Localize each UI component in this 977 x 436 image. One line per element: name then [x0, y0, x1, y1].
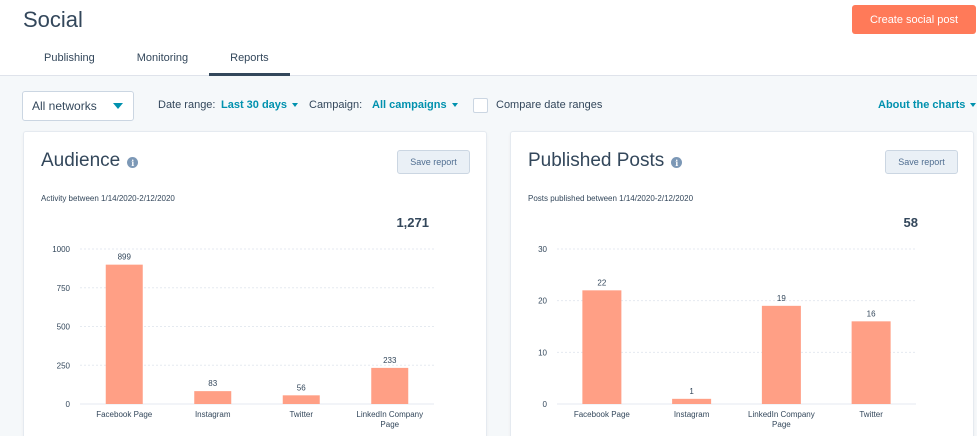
bar	[371, 367, 409, 404]
published-posts-subtitle: Posts published between 1/14/2020-2/12/2…	[528, 194, 694, 203]
bar	[105, 264, 143, 404]
bar	[672, 398, 712, 404]
y-tick-label: 20	[538, 297, 547, 306]
tab-bar: Publishing Monitoring Reports	[23, 42, 290, 76]
campaign-dropdown[interactable]: All campaigns	[372, 99, 458, 111]
tab-monitoring[interactable]: Monitoring	[136, 52, 189, 64]
tab-publishing[interactable]: Publishing	[44, 52, 95, 64]
compare-label: Compare date ranges	[496, 99, 603, 111]
date-range-label: Date range:	[158, 99, 216, 111]
published-posts-title: Published Posts	[528, 150, 665, 171]
audience-title: Audience	[41, 150, 121, 171]
bar	[282, 395, 320, 404]
about-charts-link[interactable]: About the charts	[878, 99, 977, 111]
x-tick-label: Instagram	[674, 410, 710, 419]
audience-card: Audience i Save report Activity between …	[23, 131, 487, 436]
card-title: Published Posts i	[528, 150, 683, 172]
network-select[interactable]: All networks	[22, 91, 134, 121]
caret-down-icon	[970, 103, 977, 108]
info-icon[interactable]: i	[127, 157, 139, 168]
tab-reports[interactable]: Reports	[209, 42, 290, 76]
create-social-post-button[interactable]: Create social post	[852, 5, 976, 34]
page-title: Social	[23, 7, 83, 32]
x-tick-label: Page	[380, 420, 399, 429]
card-title: Audience i	[41, 150, 139, 172]
data-label: 899	[118, 253, 132, 262]
campaign-label: Campaign:	[309, 99, 363, 111]
x-tick-label: LinkedIn Company	[356, 410, 423, 419]
data-label: 22	[597, 278, 606, 287]
y-tick-label: 750	[57, 284, 71, 293]
y-tick-label: 500	[57, 323, 71, 332]
audience-total: 1,271	[396, 215, 429, 230]
network-select-value: All networks	[32, 99, 97, 113]
save-report-button[interactable]: Save report	[885, 150, 958, 174]
about-charts-label: About the charts	[878, 99, 966, 111]
y-tick-label: 0	[543, 400, 548, 409]
data-label: 19	[777, 294, 786, 303]
y-tick-label: 250	[57, 361, 71, 370]
x-tick-label: Twitter	[859, 410, 883, 419]
date-range-value: Last 30 days	[221, 99, 288, 111]
top-bar: Social Create social post Publishing Mon…	[0, 0, 977, 76]
x-tick-label: Page	[772, 420, 791, 429]
x-tick-label: Twitter	[289, 410, 313, 419]
date-range-dropdown[interactable]: Last 30 days	[221, 99, 299, 111]
caret-down-icon	[451, 103, 458, 108]
x-tick-label: Instagram	[195, 410, 231, 419]
filter-bar: All networks Date range: Last 30 days Ca…	[0, 77, 977, 129]
caret-down-icon	[292, 103, 299, 108]
x-tick-label: Facebook Page	[574, 410, 631, 419]
y-tick-label: 1000	[52, 245, 70, 254]
data-label: 233	[383, 356, 397, 365]
bar	[194, 391, 232, 404]
data-label: 83	[208, 379, 217, 388]
data-label: 56	[297, 383, 306, 392]
y-tick-label: 30	[538, 245, 547, 254]
bar	[851, 321, 891, 404]
x-tick-label: Facebook Page	[96, 410, 153, 419]
published-posts-chart: 0 10 20 30 22 Facebook Page 1 Instagram 19 Linked…	[538, 245, 916, 429]
y-tick-label: 0	[66, 400, 71, 409]
audience-subtitle: Activity between 1/14/2020-2/12/2020	[41, 194, 175, 203]
bar	[761, 305, 801, 404]
chevron-down-icon	[113, 103, 123, 109]
audience-chart: 0 250 500 750 1000 899 Facebook Page 83 Instagra…	[52, 245, 434, 429]
x-tick-label: LinkedIn Company	[748, 410, 815, 419]
data-label: 16	[867, 309, 876, 318]
info-icon[interactable]: i	[671, 157, 683, 168]
save-report-button[interactable]: Save report	[397, 150, 470, 174]
compare-checkbox[interactable]	[473, 98, 488, 113]
y-tick-label: 10	[538, 348, 547, 357]
published-posts-total: 58	[903, 215, 918, 230]
campaign-value: All campaigns	[372, 99, 447, 111]
published-posts-card: Published Posts i Save report Posts publ…	[510, 131, 974, 436]
data-label: 1	[689, 387, 694, 396]
bar	[582, 290, 622, 404]
